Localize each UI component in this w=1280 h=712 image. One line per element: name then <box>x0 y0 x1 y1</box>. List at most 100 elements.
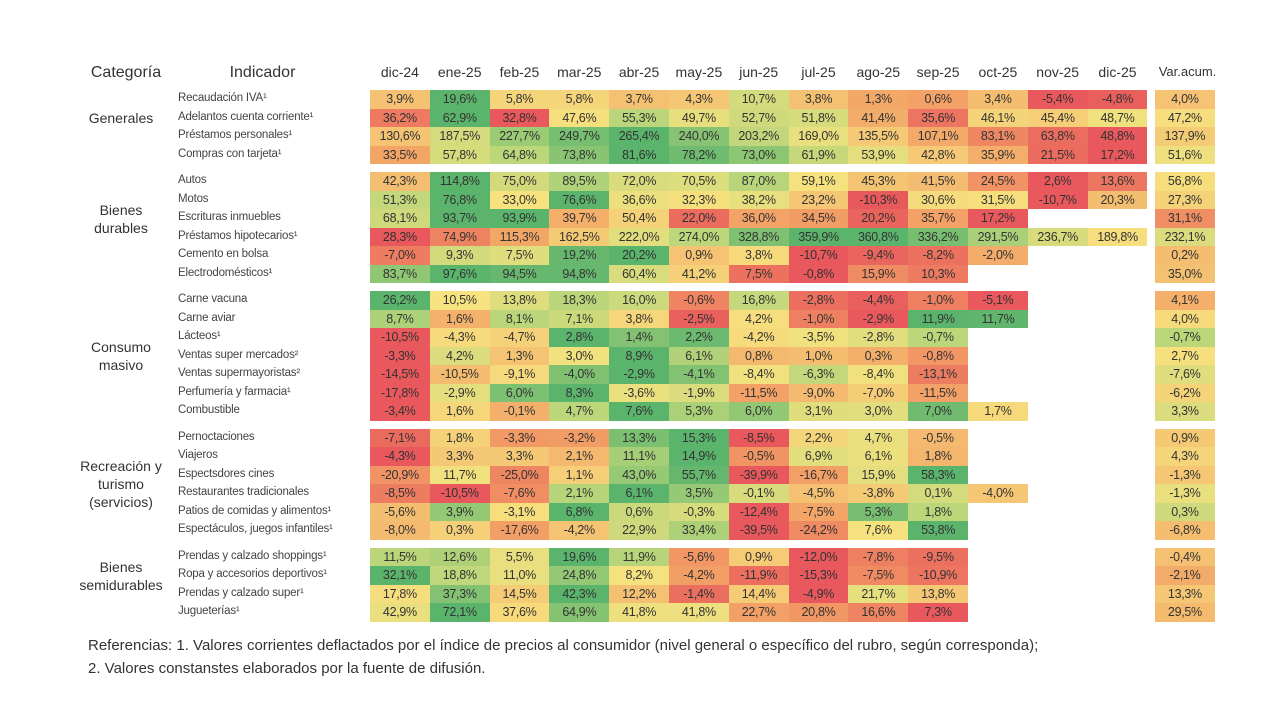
heatmap-cell: 21,5% <box>1027 145 1088 164</box>
group-0: Generales Recaudación IVA¹ 3,9% 19,6% 5,8% 5,… <box>0 90 1280 164</box>
heatmap-cell: 5,5% <box>489 547 550 566</box>
table-row: Escrituras inmuebles 68,1% 93,7% 93,9% 39,7%… <box>0 209 1280 228</box>
group-4: Bienes semidurables Prendas y calzado sho… <box>0 547 1280 622</box>
heatmap-cell: 13,8% <box>489 291 550 310</box>
heatmap-cell: 7,0% <box>908 402 968 421</box>
heatmap-cell: 42,3% <box>549 584 610 603</box>
heatmap-cell: 6,1% <box>848 447 909 466</box>
header-month: ago-25 <box>856 64 901 80</box>
header-acum: Var.acum. <box>1158 64 1217 79</box>
heatmap-cell <box>1028 384 1088 403</box>
table-row: Ventas supermayoristas² -14,5% -10,5% -9,1%… <box>0 365 1280 384</box>
heatmap-cell: -6,3% <box>788 365 849 384</box>
header-month: sep-25 <box>916 64 960 80</box>
heatmap-cell: -2,9% <box>429 383 490 402</box>
acum-cell: 47,2% <box>1155 108 1215 127</box>
heatmap-cell: 36,0% <box>728 209 789 228</box>
indicator-label: Ventas supermayoristas² <box>178 367 300 379</box>
heatmap-cell: 60,4% <box>609 264 669 283</box>
heatmap-cell: -10,3% <box>848 190 909 209</box>
acum-cell: -0,7% <box>1155 328 1215 347</box>
heatmap-cell: 12,2% <box>609 584 669 603</box>
group-3: Recreación y turismo (servicios) Pernocta… <box>0 428 1280 540</box>
heatmap-cell: 74,9% <box>429 227 490 246</box>
heatmap-cell: 1,3% <box>489 346 550 365</box>
heatmap-cell: 222,0% <box>609 227 669 246</box>
heatmap-cell: 16,0% <box>609 291 669 310</box>
heatmap-cell: 51,8% <box>788 108 849 127</box>
heatmap-cell: 5,8% <box>549 90 610 109</box>
heatmap-cell <box>1088 603 1148 622</box>
header-month: may-25 <box>675 64 723 80</box>
heatmap-cell: -11,5% <box>728 383 789 402</box>
heatmap-cell: 94,8% <box>549 264 610 283</box>
heatmap-cell: 8,1% <box>489 309 550 328</box>
heatmap-cell: 49,7% <box>669 108 729 127</box>
heatmap-cell: 93,9% <box>489 209 550 228</box>
heatmap-cell <box>1028 548 1088 567</box>
heatmap-cell: 24,5% <box>968 172 1028 191</box>
acum-cell: -7,6% <box>1155 365 1215 384</box>
heatmap-cell <box>968 466 1028 485</box>
heatmap-cell: 5,8% <box>489 90 550 109</box>
heatmap-cell <box>1088 209 1148 228</box>
heatmap-cell: 236,7% <box>1027 227 1088 246</box>
table-row: Combustible -3,4% 1,6% -0,1% 4,7% 7,6% 5,3% 6,0… <box>0 402 1280 421</box>
heatmap-cell: -3,1% <box>489 502 550 521</box>
heatmap-cell: 17,8% <box>370 584 430 603</box>
heatmap-cell: 0,6% <box>908 90 968 109</box>
heatmap-cell: 114,8% <box>429 172 490 191</box>
heatmap-cell: 42,8% <box>908 145 968 164</box>
table-row: Prendas y calzado shoppings¹ 11,5% 12,6% 5,… <box>0 547 1280 567</box>
heatmap-cell: 336,2% <box>908 227 968 246</box>
heatmap-cell: 53,9% <box>848 145 909 164</box>
heatmap-cell: -7,6% <box>489 484 550 503</box>
heatmap-cell: -10,7% <box>788 246 849 265</box>
heatmap-cell: 3,3% <box>429 447 490 466</box>
heatmap-cell: -3,6% <box>609 383 669 402</box>
table-row: Préstamos personales¹ 130,6% 187,5% 227,7% 2… <box>0 127 1280 146</box>
indicator-label: Carne vacuna <box>178 293 248 305</box>
heatmap-cell: -10,5% <box>429 484 490 503</box>
heatmap-cell: -12,0% <box>788 547 849 566</box>
heatmap-cell: 35,6% <box>908 108 968 127</box>
heatmap-cell: 0,6% <box>609 502 669 521</box>
table-row: Prendas y calzado super¹ 17,8% 37,3% 14,5% 4… <box>0 584 1280 603</box>
heatmap-cell: 9,3% <box>429 246 490 265</box>
heatmap-cell <box>968 503 1028 522</box>
heatmap-cell: 94,5% <box>489 264 550 283</box>
indicator-label: Restaurantes tradicionales <box>178 486 309 498</box>
heatmap-cell: -5,6% <box>370 502 430 521</box>
heatmap-cell: 2,2% <box>788 428 849 447</box>
heatmap-cell: -20,9% <box>370 465 430 484</box>
heatmap-cell: 51,3% <box>370 190 430 209</box>
header-month: oct-25 <box>978 64 1018 80</box>
heatmap-cell: 3,9% <box>429 502 490 521</box>
heatmap-cell: -3,3% <box>370 346 430 365</box>
heatmap-cell: -0,7% <box>908 328 968 347</box>
heatmap-cell: 360,8% <box>848 227 909 246</box>
heatmap-cell: -7,0% <box>848 383 909 402</box>
heatmap-cell <box>968 548 1028 567</box>
acum-cell: 4,3% <box>1155 447 1215 466</box>
heatmap-cell: 0,3% <box>848 346 909 365</box>
heatmap-cell: -0,5% <box>728 447 789 466</box>
heatmap-cell: -8,5% <box>728 428 789 447</box>
heatmap-cell: 22,7% <box>728 603 789 622</box>
heatmap-cell: 42,3% <box>370 172 430 191</box>
heatmap-cell: 6,9% <box>788 447 849 466</box>
indicator-label: Electrodomésticos¹ <box>178 266 273 279</box>
heatmap-cell <box>968 384 1028 403</box>
heatmap-cell: 1,1% <box>549 465 610 484</box>
heatmap-cell <box>1088 246 1148 265</box>
heatmap-cell <box>1088 429 1148 448</box>
heatmap-cell: 18,8% <box>429 566 490 585</box>
heatmap-cell: -2,0% <box>968 246 1028 265</box>
heatmap-cell <box>968 429 1028 448</box>
heatmap-cell: -8,2% <box>908 246 968 265</box>
heatmap-cell: 50,4% <box>609 209 669 228</box>
acum-cell: 0,3% <box>1155 502 1215 521</box>
heatmap-cell: -4,2% <box>728 328 789 347</box>
heatmap-cell: 36,2% <box>370 108 430 127</box>
table-row: Carne aviar 8,7% 1,6% 8,1% 7,1% 3,8% -2,5% 4,2%… <box>0 309 1280 328</box>
